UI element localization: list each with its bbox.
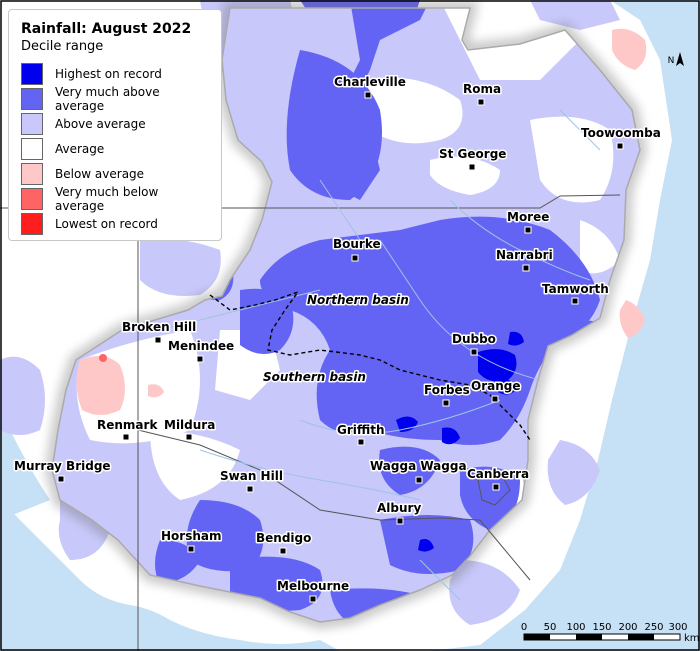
town-label-charleville: Charleville bbox=[334, 75, 406, 89]
town-label-forbes: Forbes bbox=[424, 383, 470, 397]
legend-swatch bbox=[21, 62, 43, 85]
southern-ocean bbox=[0, 500, 340, 651]
town-label-griffith: Griffith bbox=[337, 423, 385, 437]
town-label-albury: Albury bbox=[377, 501, 421, 515]
legend-item: Highest on record bbox=[21, 61, 211, 86]
legend-label: Very much below average bbox=[55, 184, 159, 213]
outside-patch bbox=[449, 560, 520, 625]
legend-swatch bbox=[21, 187, 43, 210]
town-label-murray-bridge: Murray Bridge bbox=[14, 459, 111, 473]
legend-item: Lowest on record bbox=[21, 211, 211, 236]
town-labels: Charleville Roma Toowoomba St George Mor… bbox=[13, 74, 663, 595]
rivers bbox=[159, 109, 601, 601]
legend: Rainfall: August 2022 Decile range Highe… bbox=[8, 9, 222, 241]
town-label-bendigo: Bendigo bbox=[256, 531, 311, 545]
outside-patch bbox=[612, 28, 647, 70]
scale-tick-label: 300 bbox=[668, 622, 687, 633]
legend-label: Highest on record bbox=[55, 66, 162, 81]
outside-patch bbox=[0, 356, 45, 435]
scale-tick-label: 100 bbox=[566, 622, 585, 633]
legend-swatch bbox=[21, 162, 43, 185]
town-label-menindee: Menindee bbox=[168, 339, 234, 353]
town-label-swan-hill: Swan Hill bbox=[220, 469, 283, 483]
legend-swatch bbox=[21, 137, 43, 160]
legend-swatch bbox=[21, 87, 43, 110]
legend-label: Very much above average bbox=[55, 84, 160, 113]
town-label-melbourne: Melbourne bbox=[277, 579, 349, 593]
town-label-broken-hill: Broken Hill bbox=[122, 320, 196, 334]
basin-divide bbox=[209, 290, 531, 441]
legend-subtitle: Decile range bbox=[21, 39, 104, 54]
town-label-renmark: Renmark bbox=[97, 418, 158, 432]
town-label-bourke: Bourke bbox=[333, 237, 381, 251]
act-border bbox=[477, 471, 511, 506]
legend-item: Average bbox=[21, 136, 211, 161]
north-arrow-icon: N bbox=[668, 52, 684, 66]
scale-tick-label: 150 bbox=[592, 622, 611, 633]
town-label-wagga-wagga: Wagga Wagga bbox=[370, 459, 467, 473]
legend-item: Below average bbox=[21, 161, 211, 186]
town-label-orange: Orange bbox=[471, 379, 521, 393]
scale-bar: 0 50 100 150 200 250 300 km bbox=[521, 622, 700, 644]
scale-unit-label: km bbox=[684, 633, 700, 644]
scale-tick-label: 0 bbox=[521, 622, 527, 633]
town-label-tamworth: Tamworth bbox=[542, 282, 609, 296]
scale-tick-label: 250 bbox=[644, 622, 663, 633]
basin-label-northern: Northern basin bbox=[307, 293, 409, 307]
basin-label-southern: Southern basin bbox=[263, 370, 366, 384]
legend-title: Rainfall: August 2022 bbox=[21, 21, 192, 37]
town-label-dubbo: Dubbo bbox=[452, 332, 496, 346]
town-label-toowoomba: Toowoomba bbox=[581, 126, 661, 140]
town-label-roma: Roma bbox=[463, 82, 501, 96]
town-label-narrabri: Narrabri bbox=[496, 248, 553, 262]
legend-label: Average bbox=[55, 141, 105, 156]
legend-item: Above average bbox=[21, 111, 211, 136]
town-label-st-george: St George bbox=[439, 147, 506, 161]
legend-item: Very much above average bbox=[21, 84, 211, 113]
town-label-mildura: Mildura bbox=[164, 418, 215, 432]
state-border-vic bbox=[137, 429, 531, 581]
north-label: N bbox=[668, 56, 675, 66]
town-markers bbox=[57, 91, 624, 603]
scale-tick-label: 50 bbox=[544, 622, 557, 633]
legend-item: Very much below average bbox=[21, 184, 211, 213]
gulf-water bbox=[0, 420, 50, 520]
legend-label: Lowest on record bbox=[55, 216, 158, 231]
legend-swatch bbox=[21, 212, 43, 235]
outside-patch bbox=[140, 238, 221, 296]
town-label-horsham: Horsham bbox=[161, 529, 222, 543]
outside-patch bbox=[530, 0, 620, 30]
legend-swatch bbox=[21, 112, 43, 135]
scale-tick-label: 200 bbox=[618, 622, 637, 633]
legend-label: Below average bbox=[55, 166, 145, 181]
town-label-moree: Moree bbox=[507, 210, 549, 224]
legend-label: Above average bbox=[55, 116, 146, 131]
state-border-qld bbox=[0, 194, 621, 209]
town-label-canberra: Canberra bbox=[467, 467, 529, 481]
outside-patch bbox=[619, 300, 645, 338]
outside-patch bbox=[547, 440, 600, 505]
